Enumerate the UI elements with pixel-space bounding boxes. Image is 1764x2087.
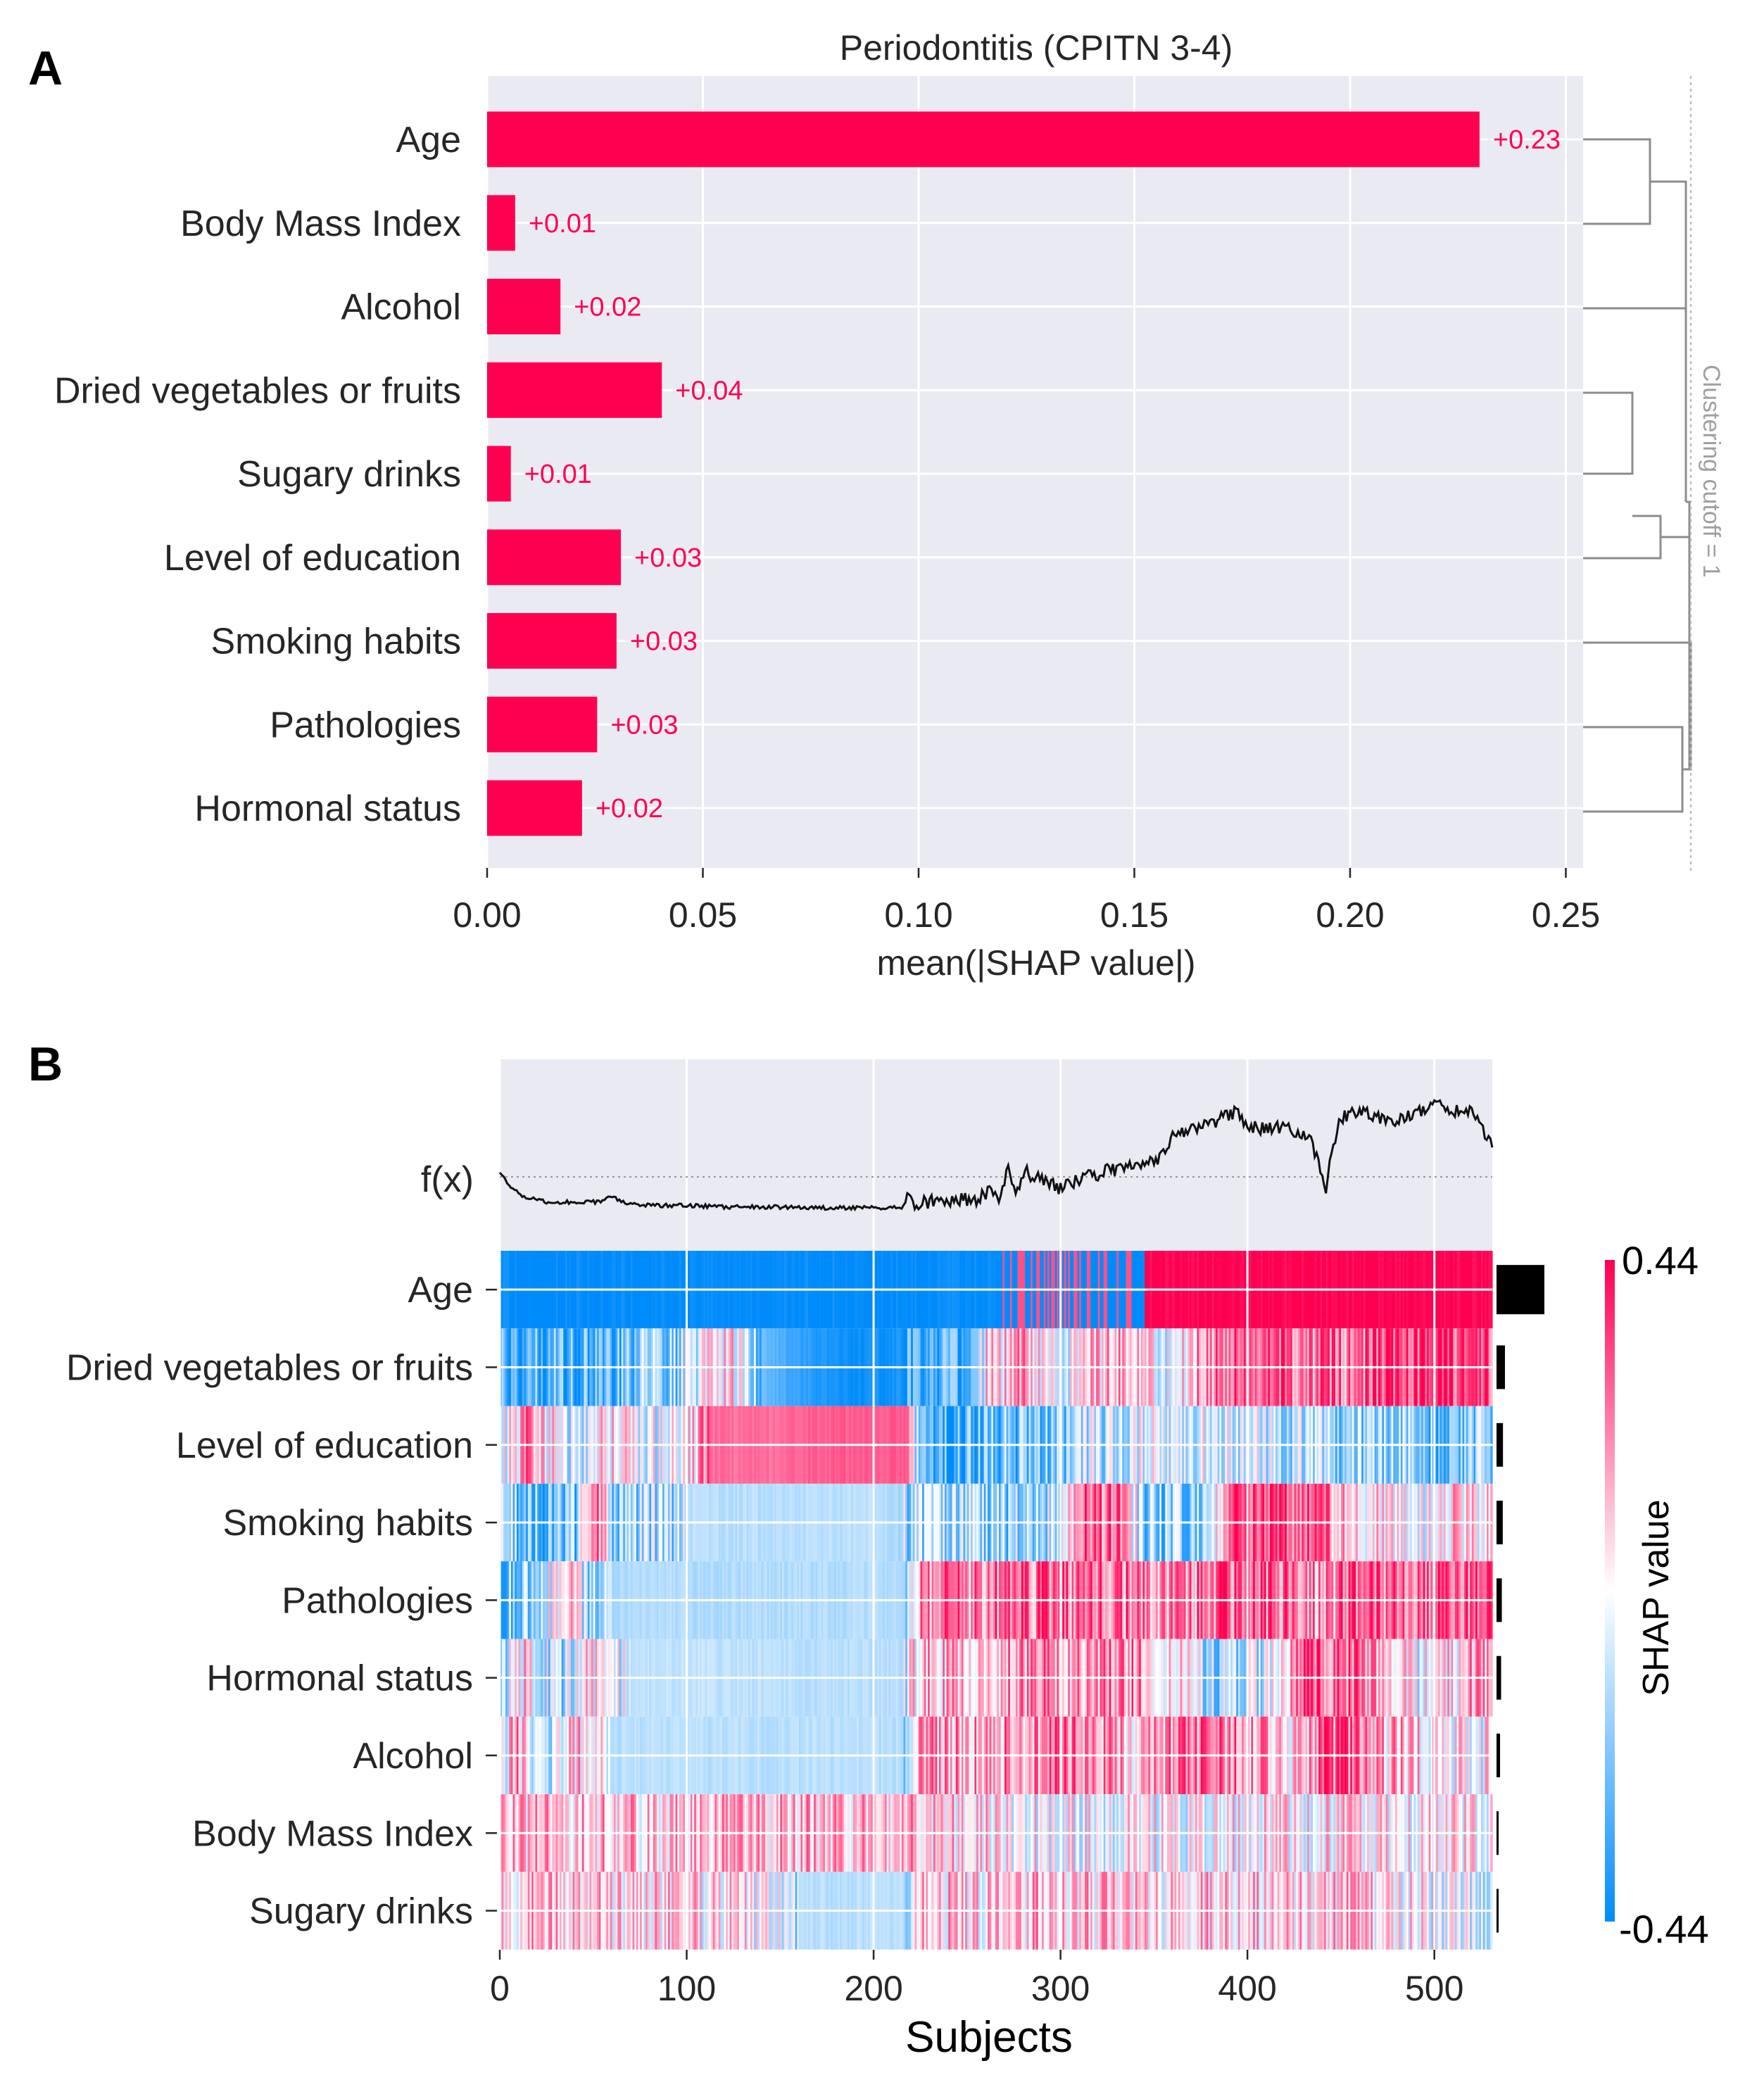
- chart-b-fx-line: [498, 1098, 1494, 1213]
- chart-b-xtick-label-4: 400: [1218, 1969, 1276, 2008]
- category-label-body-mass-index: Body Mass Index: [180, 203, 461, 244]
- value-label-hormonal-status: +0.02: [596, 794, 663, 824]
- value-label-smoking-habits: +0.03: [630, 627, 698, 657]
- value-label-alcohol: +0.02: [574, 293, 641, 322]
- chart-a-category-labels: Age Body Mass Index Alcohol Dried vegetable…: [54, 120, 461, 829]
- bar-dried-vegetables-or-fruits: [487, 362, 662, 418]
- bar-sugary-drinks: [487, 446, 511, 502]
- bar-hormonal-status: [487, 780, 582, 836]
- bar-age: [487, 111, 1480, 168]
- bar-pathologies: [487, 696, 598, 752]
- importance-bar-pathologies: [1497, 1578, 1502, 1622]
- bar-body-mass-index: [487, 195, 515, 251]
- value-label-level-of-education: +0.03: [634, 543, 702, 573]
- feature-label-dried-vegetables-or-fruits: Dried vegetables or fruits: [66, 1347, 473, 1388]
- chart-a-xtick-label-0: 0.00: [453, 895, 521, 935]
- importance-bar-level-of-education: [1497, 1423, 1504, 1467]
- chart-b-xtick-label-3: 300: [1031, 1969, 1090, 2008]
- category-label-dried-vegetables-or-fruits: Dried vegetables or fruits: [54, 370, 461, 411]
- category-label-age: Age: [396, 120, 461, 160]
- value-label-age: +0.23: [1493, 125, 1561, 155]
- chart-b-x-axis-label: Subjects: [905, 2013, 1073, 2062]
- category-label-hormonal-status: Hormonal status: [194, 788, 461, 829]
- panel-b-letter: B: [28, 1038, 63, 1091]
- chart-b-xtick-label-0: 0: [490, 1969, 510, 2008]
- importance-bar-sugary-drinks: [1497, 1889, 1499, 1933]
- chart-b-colorbar: [1605, 1260, 1615, 1922]
- chart-b-fx-area: [500, 1059, 1492, 1251]
- chart-a-value-labels: +0.23 +0.01 +0.02 +0.04 +0.01 +0.03 +0.03 +0.03…: [524, 125, 1561, 824]
- chart-a-xtick-label-3: 0.15: [1100, 895, 1168, 935]
- feature-label-body-mass-index: Body Mass Index: [192, 1813, 473, 1854]
- chart-a-xtick-label-5: 0.25: [1532, 895, 1600, 935]
- importance-bar-dried-vegetables-or-fruits: [1497, 1345, 1505, 1389]
- chart-b-xtick-label-1: 100: [657, 1969, 716, 2008]
- importance-bar-body-mass-index: [1497, 1811, 1499, 1855]
- chart-b-x-ticks: 0 100 200 300 400 500: [490, 1950, 1463, 2008]
- chart-b-importance-bars: [1497, 1265, 1544, 1933]
- chart-a-xtick-label-4: 0.20: [1316, 895, 1384, 935]
- value-label-sugary-drinks: +0.01: [524, 460, 592, 489]
- importance-bar-smoking-habits: [1497, 1501, 1503, 1545]
- chart-b-colorbar-max: 0.44: [1622, 1238, 1699, 1282]
- category-label-level-of-education: Level of education: [164, 538, 461, 579]
- category-label-sugary-drinks: Sugary drinks: [237, 454, 461, 495]
- feature-label-sugary-drinks: Sugary drinks: [249, 1891, 473, 1932]
- category-label-smoking-habits: Smoking habits: [210, 622, 461, 662]
- chart-b-colorbar-min: -0.44: [1619, 1907, 1709, 1951]
- feature-label-smoking-habits: Smoking habits: [222, 1503, 473, 1544]
- bar-level-of-education: [487, 529, 622, 586]
- chart-a-xtick-label-1: 0.05: [669, 895, 737, 935]
- importance-bar-hormonal-status: [1497, 1656, 1501, 1700]
- feature-label-alcohol: Alcohol: [353, 1736, 473, 1777]
- chart-a-title: Periodontitis (CPITN 3-4): [840, 28, 1233, 68]
- bar-smoking-habits: [487, 613, 617, 669]
- chart-a-xtick-label-2: 0.10: [884, 895, 952, 935]
- chart-a-gridlines: [486, 76, 1583, 868]
- bar-alcohol: [487, 279, 561, 334]
- feature-label-hormonal-status: Hormonal status: [206, 1658, 473, 1699]
- importance-bar-alcohol: [1497, 1733, 1501, 1777]
- chart-a-plot-area: [487, 76, 1583, 868]
- value-label-dried-vegetables-or-fruits: +0.04: [675, 376, 743, 405]
- chart-b-fx-label: f(x): [421, 1159, 474, 1200]
- feature-label-pathologies: Pathologies: [282, 1580, 473, 1621]
- chart-a-bars: [487, 111, 1480, 836]
- chart-a-dendrogram: [1583, 138, 1692, 813]
- chart-a-x-ticks: 0.00 0.05 0.10 0.15 0.20 0.25: [453, 868, 1600, 935]
- value-label-pathologies: +0.03: [610, 710, 678, 740]
- chart-b-xtick-label-2: 200: [844, 1969, 902, 2008]
- category-label-alcohol: Alcohol: [341, 287, 461, 328]
- feature-label-age: Age: [408, 1270, 473, 1311]
- chart-b-colorbar-label: SHAP value: [1636, 1499, 1677, 1696]
- feature-label-level-of-education: Level of education: [176, 1425, 473, 1466]
- chart-b-feature-labels: Age Dried vegetables or fruits Level of ed…: [66, 1270, 497, 1932]
- chart-a-x-axis-label: mean(|SHAP value|): [876, 943, 1195, 983]
- value-label-body-mass-index: +0.01: [529, 209, 596, 239]
- chart-b-gridlines: [498, 1059, 1492, 1950]
- importance-bar-age: [1497, 1265, 1544, 1315]
- chart-a-cutoff-label: Clustering cutoff = 1: [1698, 365, 1725, 578]
- panel-a-letter: A: [28, 42, 63, 95]
- chart-b-xtick-label-5: 500: [1405, 1969, 1463, 2008]
- category-label-pathologies: Pathologies: [270, 705, 461, 745]
